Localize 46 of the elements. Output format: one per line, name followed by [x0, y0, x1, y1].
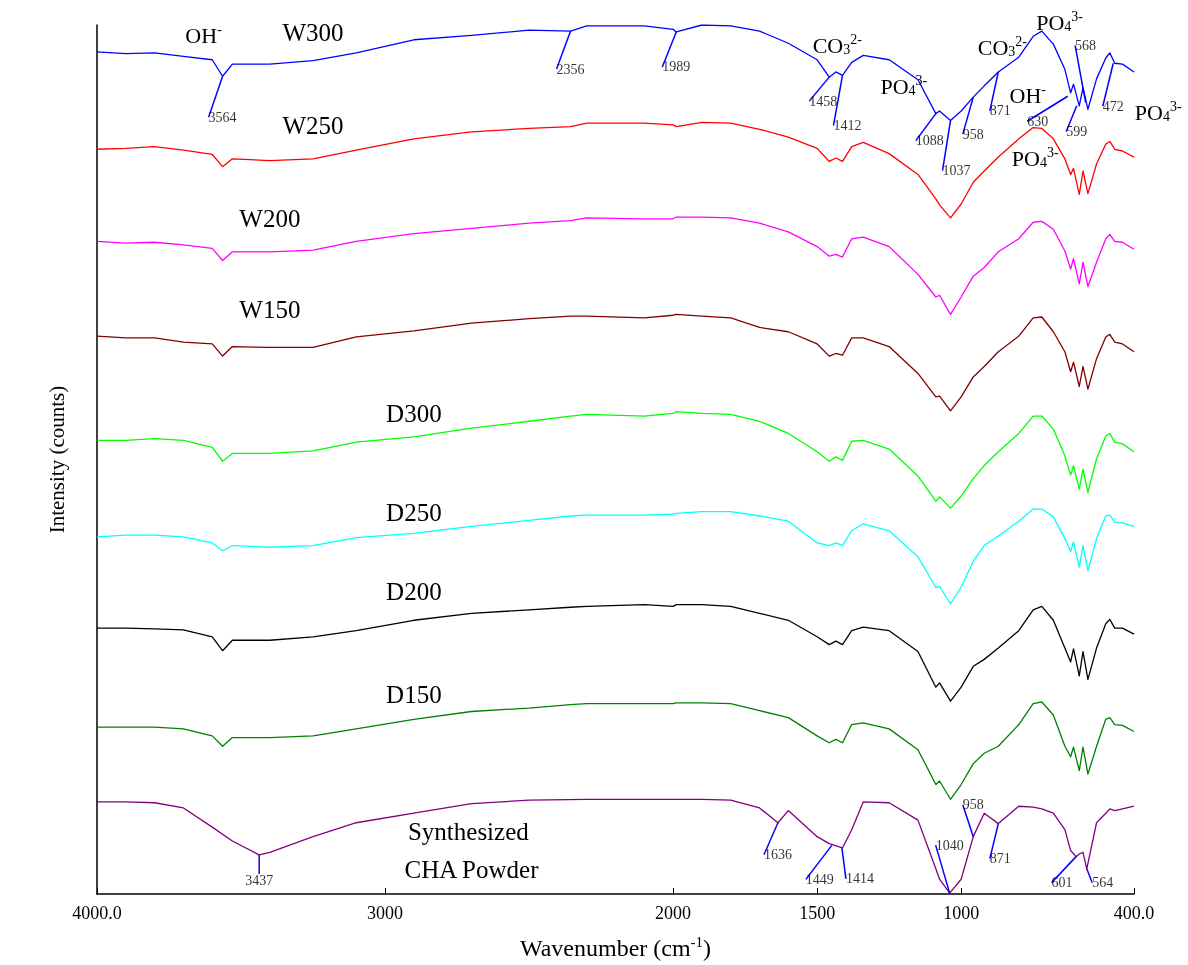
annotation: 3437 [245, 873, 274, 889]
annotation: 1449 [805, 871, 834, 887]
series-label: D300 [386, 400, 442, 428]
annotation: 958 [962, 126, 984, 142]
annotation: PO43- [880, 73, 928, 100]
annotation: 630 [1027, 113, 1049, 129]
annotation: 2356 [556, 61, 585, 77]
annotation: 472 [1102, 98, 1124, 114]
series-label: D200 [386, 577, 442, 605]
annotation: 568 [1075, 37, 1097, 53]
annotation: 958 [962, 797, 984, 813]
annotation: 1458 [809, 93, 838, 109]
annotation: CO32- [977, 34, 1028, 61]
annotation: 564 [1092, 875, 1114, 891]
x-tick-label: 2000 [655, 903, 692, 923]
annotation: 1088 [915, 133, 944, 149]
series-label: W300 [282, 19, 344, 47]
text: PO43- [1134, 98, 1182, 125]
annotation: PO43- [1036, 8, 1084, 35]
series-label: D150 [386, 680, 442, 708]
annotation: 1037 [942, 163, 971, 179]
x-tick-label: 400.0 [1113, 903, 1155, 923]
x-tick-label: 4000.0 [72, 903, 122, 923]
x-tick-label: 1000 [943, 903, 980, 923]
series-label: W150 [239, 295, 301, 323]
annotation: PO43- [1011, 144, 1059, 171]
annotation: 1040 [935, 837, 964, 853]
x-tick-label: 1500 [799, 903, 836, 923]
annotation: 601 [1051, 875, 1073, 891]
series-label: Synthesized CHA Powder [404, 818, 540, 884]
annotation: OH- [1009, 81, 1047, 108]
y-axis-title: Intensity (counts) [44, 385, 69, 534]
annotation: 871 [989, 103, 1011, 119]
annotation: OH- [185, 21, 223, 48]
annotation: 1636 [763, 847, 792, 863]
annotation: 1414 [845, 871, 874, 887]
annotation: 599 [1066, 124, 1088, 140]
annotation: 3564 [208, 109, 237, 125]
annotation: 1989 [662, 59, 691, 75]
series-label: W250 [282, 112, 344, 140]
annotation: CO32- [812, 31, 863, 58]
x-tick-label: 3000 [367, 903, 404, 923]
series-label: W200 [239, 205, 301, 233]
annotation: 871 [989, 851, 1011, 867]
series-label: D250 [386, 498, 442, 526]
annotation: 1412 [833, 117, 862, 133]
